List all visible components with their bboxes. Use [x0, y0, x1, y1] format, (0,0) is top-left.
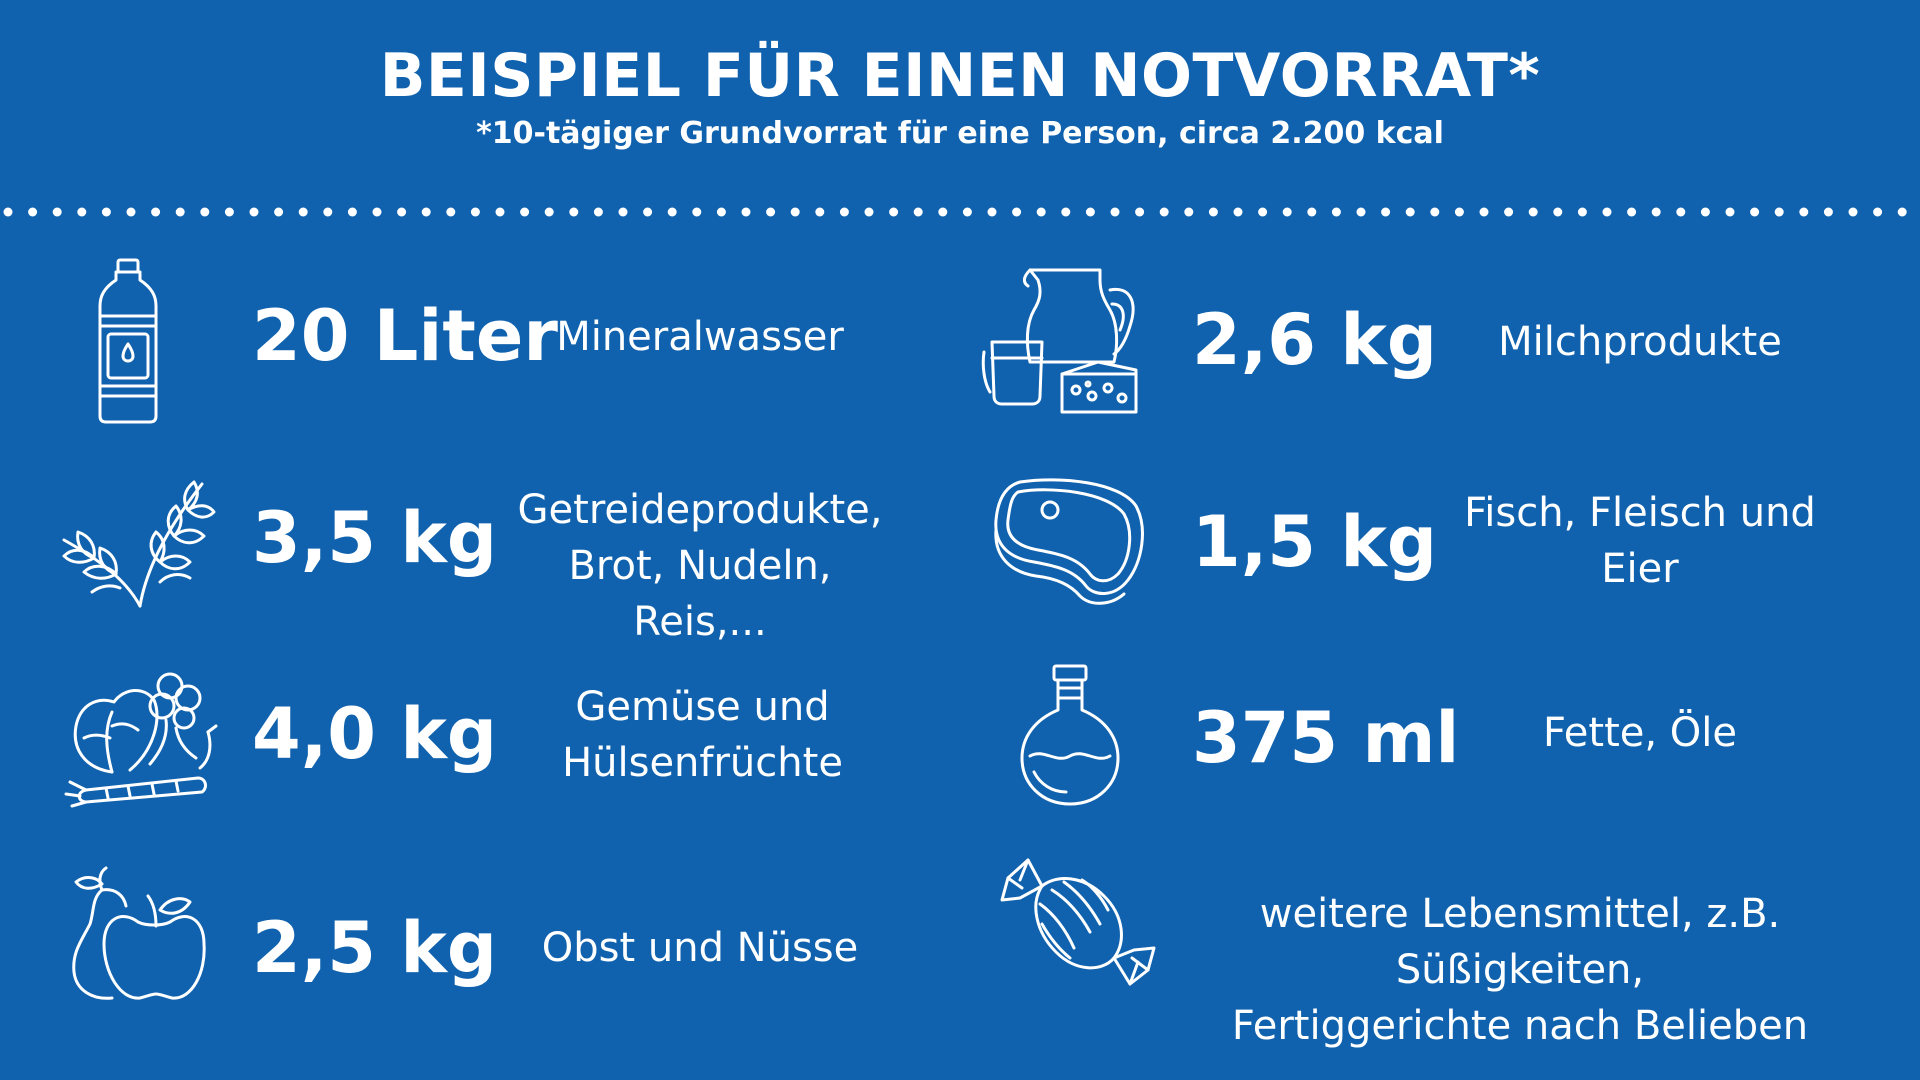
wheat-icon: [56, 470, 218, 610]
item-amount: 2,6 kg: [1192, 299, 1438, 381]
item-description: Obst und Nüsse: [541, 925, 859, 971]
item-amount: 1,5 kg: [1192, 501, 1438, 583]
item-description: Mineralwasser: [556, 314, 844, 360]
oil-bottle-icon: [1020, 664, 1120, 806]
fruit-icon: [72, 866, 206, 1002]
item-amount: 2,5 kg: [252, 907, 498, 989]
item-amount: 4,0 kg: [252, 693, 498, 775]
dairy-icon: [980, 266, 1142, 416]
water-bottle-icon: [96, 258, 160, 424]
item-description: Milchprodukte: [1498, 319, 1782, 365]
dotted-divider: [3, 207, 1907, 217]
header: BEISPIEL FÜR EINEN NOTVORRAT* *10-tägige…: [0, 38, 1920, 154]
item-description: Getreideprodukte, Brot, Nudeln, Reis,...: [517, 487, 883, 645]
page-title: BEISPIEL FÜR EINEN NOTVORRAT*: [379, 41, 1541, 111]
item-amount: 3,5 kg: [252, 497, 498, 579]
candy-icon: [998, 852, 1158, 1008]
item-description: weitere Lebensmittel, z.B. Süßigkeiten, …: [1231, 891, 1809, 1049]
item-description: Fette, Öle: [1542, 710, 1738, 756]
item-amount: 20 Liter: [252, 295, 558, 377]
item-amount: 375 ml: [1192, 697, 1460, 779]
steak-icon: [990, 476, 1146, 606]
item-description: Fisch, Fleisch und Eier: [1464, 490, 1816, 592]
page-subtitle: *10-tägiger Grundvorrat für eine Person,…: [476, 116, 1444, 151]
item-description: Gemüse und Hülsenfrüchte: [562, 684, 843, 786]
vegetables-icon: [64, 668, 218, 808]
